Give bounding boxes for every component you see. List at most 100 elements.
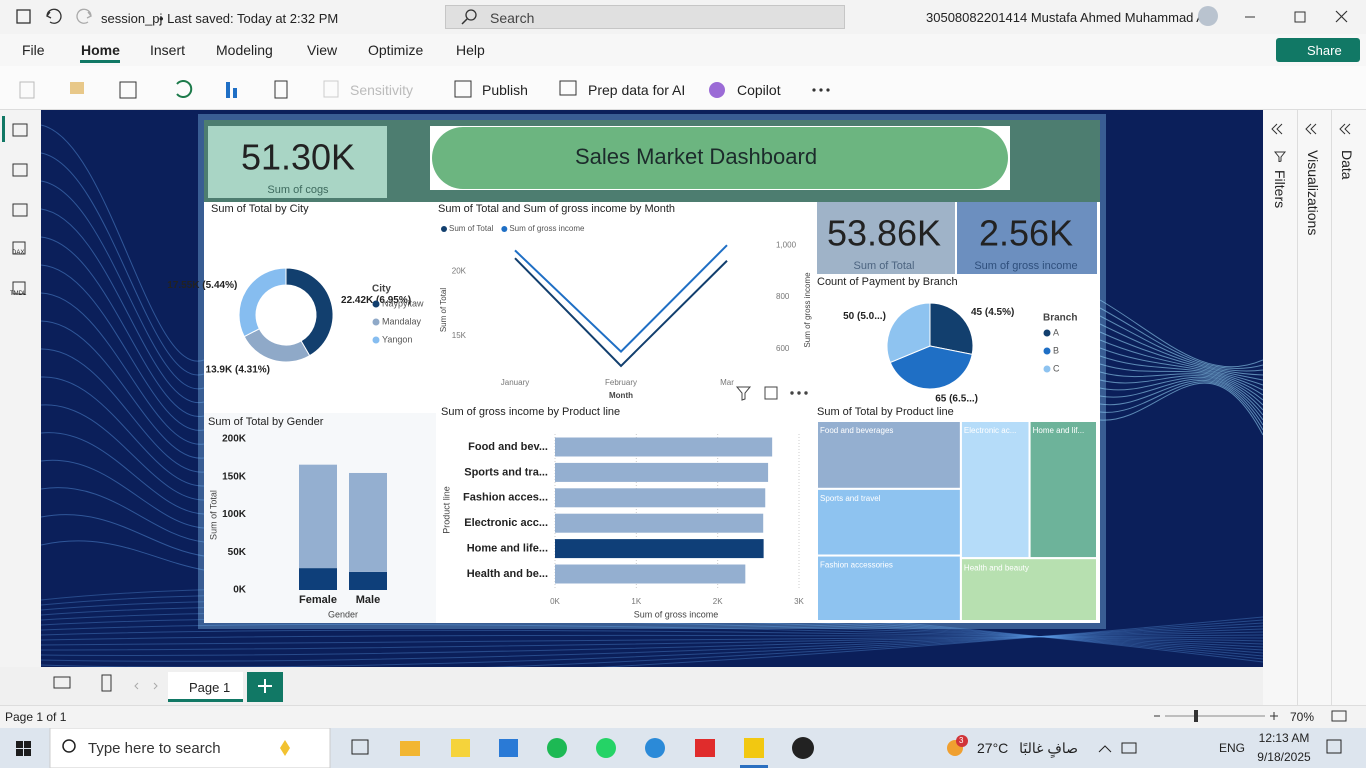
ribbon-button[interactable]: Sensitivity — [350, 82, 414, 98]
more-dot[interactable] — [812, 88, 816, 92]
collapse-visualizations[interactable] — [1305, 123, 1317, 135]
slice[interactable] — [886, 302, 931, 364]
powerbi-app[interactable] — [744, 738, 764, 758]
visual-icon[interactable] — [226, 82, 230, 98]
prep-ai-icon[interactable] — [559, 80, 577, 96]
page-tab-label[interactable]: Page 1 — [189, 680, 231, 695]
menu-tab[interactable]: Insert — [150, 42, 186, 58]
focus-icon[interactable] — [764, 386, 778, 400]
clock-time[interactable]: 12:13 AM — [1258, 731, 1310, 745]
bar[interactable] — [555, 513, 764, 533]
menu-tab[interactable]: Help — [456, 42, 485, 58]
media-app[interactable] — [792, 737, 814, 759]
ribbon-button[interactable]: Publish — [482, 82, 528, 98]
bar[interactable] — [555, 539, 764, 559]
spotify-app[interactable] — [547, 738, 567, 758]
desktop-layout[interactable] — [53, 676, 71, 689]
bar-segment[interactable] — [299, 568, 337, 590]
title-pill — [432, 127, 1008, 189]
bar-segment[interactable] — [349, 472, 387, 572]
tmdl-view[interactable] — [12, 281, 26, 295]
share-button[interactable] — [1276, 38, 1360, 62]
sensitivity-icon[interactable] — [323, 80, 339, 98]
close[interactable] — [1335, 10, 1348, 23]
legend-label: Sum of Total — [449, 224, 494, 233]
collapse-filters[interactable] — [1271, 123, 1283, 135]
tab-scroll[interactable] — [134, 682, 158, 690]
treemap-tile[interactable] — [1028, 420, 1099, 560]
input-language[interactable]: ENG — [1219, 741, 1246, 755]
notes-app[interactable] — [451, 739, 470, 757]
slice[interactable] — [889, 345, 973, 390]
get-data-icon[interactable] — [119, 81, 137, 99]
slice[interactable] — [238, 267, 287, 338]
model-view[interactable] — [12, 203, 28, 217]
menu-tab[interactable]: Home — [81, 42, 120, 58]
fit-page[interactable] — [1331, 710, 1347, 722]
dax-view[interactable] — [12, 241, 26, 255]
slice[interactable] — [929, 302, 974, 355]
redo-icon[interactable] — [76, 8, 92, 24]
zoom-in[interactable] — [1270, 712, 1278, 720]
start-button[interactable] — [16, 741, 31, 756]
page-tab[interactable] — [168, 672, 243, 702]
paste-icon[interactable] — [19, 81, 35, 99]
ribbon-button[interactable]: Copilot — [737, 82, 781, 98]
legend-label: C — [1053, 363, 1060, 373]
collapse-data[interactable] — [1339, 123, 1351, 135]
more-icon[interactable] — [804, 391, 808, 395]
pane-label[interactable]: Data — [1339, 150, 1355, 180]
app-icon[interactable] — [695, 739, 715, 757]
pane-label[interactable]: Filters — [1272, 170, 1288, 209]
save-icon[interactable] — [16, 9, 31, 24]
treemap-tile[interactable] — [816, 420, 962, 490]
task-view[interactable] — [351, 739, 369, 755]
menu-tab[interactable]: Modeling — [216, 42, 273, 58]
x-tick-label: February — [605, 378, 637, 387]
menu-tab[interactable]: File — [22, 42, 45, 58]
publish-icon[interactable] — [454, 80, 472, 98]
whatsapp-app[interactable] — [596, 738, 616, 758]
bar-segment[interactable] — [299, 464, 337, 569]
treemap-tile[interactable] — [959, 557, 1098, 623]
menu-tab[interactable]: View — [307, 42, 338, 58]
clock-date[interactable]: 9/18/2025 — [1257, 750, 1311, 764]
explorer-app[interactable] — [400, 741, 420, 756]
tray-chevron[interactable] — [1098, 745, 1112, 753]
search-box[interactable] — [445, 5, 845, 29]
avatar[interactable] — [1198, 6, 1218, 26]
store-app[interactable] — [499, 739, 518, 757]
mobile-layout[interactable] — [101, 674, 112, 692]
pane-label[interactable]: Visualizations — [1305, 150, 1321, 236]
format-painter-icon[interactable] — [70, 82, 84, 94]
report-view[interactable] — [12, 123, 28, 137]
menu-tab[interactable]: Optimize — [368, 42, 424, 58]
bar[interactable] — [555, 488, 766, 508]
calc-icon[interactable] — [274, 80, 288, 99]
bar[interactable] — [555, 437, 773, 457]
x-tick-label: 0K — [550, 597, 560, 606]
more-icon[interactable] — [797, 391, 801, 395]
zoom-thumb[interactable] — [1194, 710, 1198, 722]
y-tick-label: 100K — [222, 509, 247, 520]
table-view[interactable] — [12, 163, 28, 177]
bar[interactable] — [555, 462, 769, 482]
maximize[interactable] — [1294, 11, 1306, 23]
share-label[interactable]: Share — [1307, 43, 1342, 58]
copilot-icon[interactable] — [709, 82, 725, 98]
refresh-icon[interactable] — [176, 80, 193, 98]
notifications[interactable] — [1326, 739, 1342, 754]
bar[interactable] — [555, 564, 746, 584]
treemap-tile[interactable] — [959, 420, 1031, 560]
more-icon[interactable] — [790, 391, 794, 395]
save-status[interactable]: • Last saved: Today at 2:32 PM — [159, 11, 339, 26]
undo-icon[interactable] — [46, 8, 62, 24]
filter-icon[interactable] — [735, 386, 752, 401]
taskbar-search-text[interactable]: Type here to search — [88, 740, 221, 757]
ribbon-button[interactable]: Prep data for AI — [588, 82, 686, 98]
visual-title: Count of Payment by Branch — [817, 276, 958, 288]
battery[interactable] — [1121, 742, 1137, 754]
edge-app[interactable] — [645, 738, 665, 758]
treemap-tile[interactable] — [816, 487, 962, 557]
bar-segment[interactable] — [349, 571, 387, 590]
